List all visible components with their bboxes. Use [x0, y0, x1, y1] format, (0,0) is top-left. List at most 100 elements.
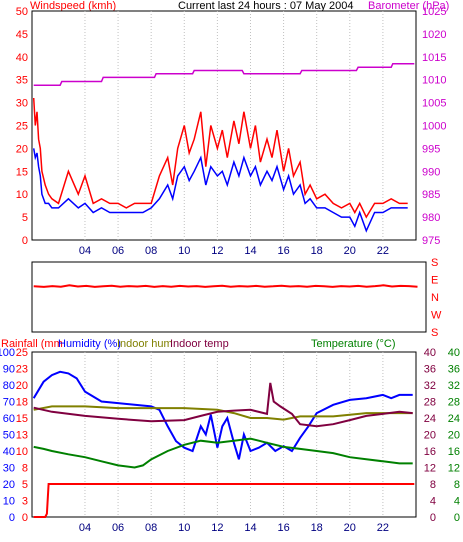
- baro-ytick-label: 980: [422, 212, 440, 224]
- rainfall-tick-label: 18: [16, 397, 28, 409]
- rainfall-axis-title: Rainfall (mm: [1, 338, 63, 350]
- temp-tick-label-right: 8: [454, 479, 460, 491]
- direction-tick-label: W: [431, 310, 442, 322]
- wind-ytick-label: 20: [16, 143, 28, 155]
- indoor-hum-axis-title: Indoor hum: [117, 338, 173, 350]
- wind-xtick-label: 10: [178, 245, 190, 257]
- humidity-tick-label: 10: [3, 496, 15, 508]
- wind-ytick-label: 50: [16, 6, 28, 18]
- wind-xtick-label: 16: [277, 245, 289, 257]
- baro-ytick-label: 1015: [422, 52, 446, 64]
- humidity-tick-label: 20: [3, 479, 15, 491]
- wind-ytick-label: 0: [22, 235, 28, 247]
- wind-axis-ticks: 04 06 08 10 12 14 16 18 20 2205101520253035404550…: [16, 6, 447, 257]
- temp-tick-label-right: 24: [448, 413, 460, 425]
- baro-ytick-label: 995: [422, 143, 440, 155]
- temp-tick-label-left: 28: [424, 397, 436, 409]
- baro-ytick-label: 1005: [422, 98, 446, 110]
- rainfall-tick-label: 15: [16, 413, 28, 425]
- wind-xtick-label: 14: [244, 245, 256, 257]
- direction-tick-label: S: [431, 327, 438, 339]
- wind-xtick-label: 22: [377, 245, 389, 257]
- temp-tick-label-left: 36: [424, 364, 436, 376]
- wind-ytick-label: 30: [16, 98, 28, 110]
- temp-tick-label-right: 16: [448, 446, 460, 458]
- temp-tick-label-right: 32: [448, 380, 460, 392]
- temp-xtick-label: 22: [377, 522, 389, 534]
- series-humidity: [32, 370, 413, 460]
- temp-tick-label-right: 4: [454, 496, 460, 508]
- temp-xtick-label: 06: [112, 522, 124, 534]
- wind-xtick-label: 06: [112, 245, 124, 257]
- temp-series: [32, 370, 415, 518]
- rainfall-tick-label: 10: [16, 446, 28, 458]
- chart-title: Current last 24 hours : 07 May 2004: [178, 0, 353, 12]
- series-indoor-hum: [33, 405, 413, 421]
- baro-ytick-label: 1020: [422, 29, 446, 41]
- series-wind-direction: [33, 284, 418, 288]
- rainfall-tick-label: 20: [16, 380, 28, 392]
- direction-tick-label: N: [431, 292, 439, 304]
- wind-xtick-label: 04: [79, 245, 91, 257]
- humidity-tick-label: 80: [3, 380, 15, 392]
- direction-tick-label: S: [431, 257, 438, 269]
- wind-ytick-label: 40: [16, 52, 28, 64]
- wind-ytick-label: 15: [16, 166, 28, 178]
- wind-series: [32, 62, 415, 233]
- baro-axis-title: Barometer (hPa): [368, 0, 449, 12]
- temp-xtick-label: 10: [178, 522, 190, 534]
- temperature-axis-title: Temperature (°C): [311, 338, 395, 350]
- rainfall-tick-label: 0: [22, 512, 28, 524]
- wind-xtick-label: 08: [145, 245, 157, 257]
- temp-tick-label-left: 0: [430, 512, 436, 524]
- rainfall-tick-label: 23: [16, 364, 28, 376]
- temp-tick-label-left: 16: [424, 446, 436, 458]
- baro-ytick-label: 1010: [422, 75, 446, 87]
- temp-tick-label-left: 24: [424, 413, 436, 425]
- temp-xtick-label: 04: [79, 522, 91, 534]
- humidity-tick-label: 70: [3, 397, 15, 409]
- baro-ytick-label: 975: [422, 235, 440, 247]
- temp-tick-label-left: 20: [424, 430, 436, 442]
- rainfall-tick-label: 3: [22, 496, 28, 508]
- wind-ytick-label: 5: [22, 212, 28, 224]
- series-temperature: [33, 437, 413, 469]
- wind-axis-title: Windspeed (kmh): [30, 0, 116, 12]
- series-barometer: [33, 62, 415, 86]
- baro-ytick-label: 990: [422, 166, 440, 178]
- wind-ytick-label: 35: [16, 75, 28, 87]
- humidity-axis-title: Humidity (%): [58, 338, 121, 350]
- wind-xtick-label: 18: [311, 245, 323, 257]
- humidity-tick-label: 30: [3, 463, 15, 475]
- temp-tick-label-left: 8: [430, 479, 436, 491]
- humidity-tick-label: 60: [3, 413, 15, 425]
- temp-xtick-label: 14: [244, 522, 256, 534]
- wind-ytick-label: 10: [16, 189, 28, 201]
- wind-xtick-label: 12: [211, 245, 223, 257]
- rainfall-tick-label: 25: [16, 347, 28, 359]
- temp-tick-label-right: 36: [448, 364, 460, 376]
- temp-xtick-label: 08: [145, 522, 157, 534]
- temp-tick-label-right: 20: [448, 430, 460, 442]
- humidity-tick-label: 50: [3, 430, 15, 442]
- series-rainfall: [33, 483, 415, 518]
- wind-xtick-label: 20: [344, 245, 356, 257]
- temp-tick-label-right: 12: [448, 463, 460, 475]
- temp-tick-label-right: 40: [448, 347, 460, 359]
- indoor-temp-axis-title: Indoor temp: [170, 338, 229, 350]
- temp-plot-frame: [31, 351, 417, 518]
- temp-gridlines: [84, 352, 384, 517]
- direction-tick-label: E: [431, 275, 438, 287]
- temp-xtick-label: 16: [277, 522, 289, 534]
- rainfall-tick-label: 8: [22, 463, 28, 475]
- humidity-tick-label: 0: [9, 512, 15, 524]
- temp-tick-label-left: 32: [424, 380, 436, 392]
- series-gust: [32, 148, 408, 233]
- humidity-tick-label: 100: [0, 347, 15, 359]
- baro-ytick-label: 985: [422, 189, 440, 201]
- temp-tick-label-right: 28: [448, 397, 460, 409]
- temp-tick-label-left: 4: [430, 496, 436, 508]
- temp-xtick-label: 12: [211, 522, 223, 534]
